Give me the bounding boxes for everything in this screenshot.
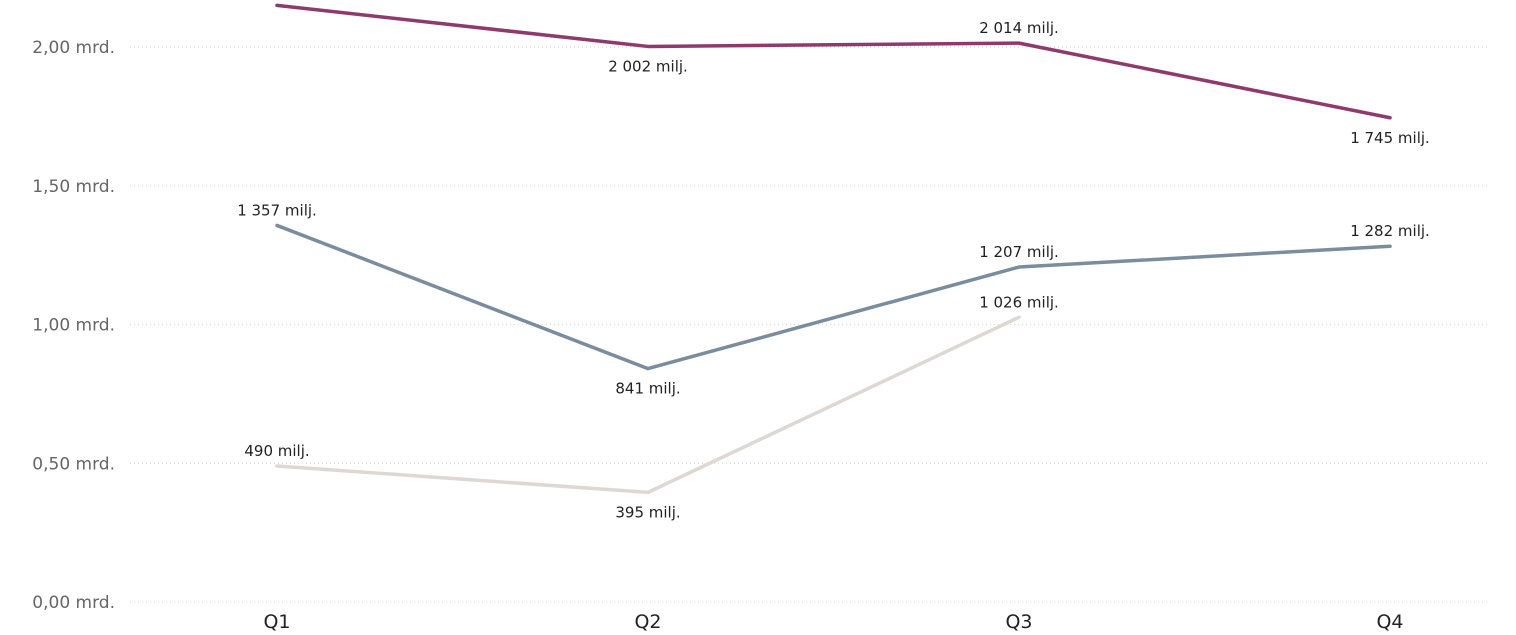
data-label: 1 357 milj.: [237, 201, 317, 219]
data-label: 2 014 milj.: [979, 19, 1059, 37]
data-labels: 2 150 milj.2 002 milj.2 014 milj.1 745 m…: [237, 19, 1430, 521]
data-label: 2 002 milj.: [608, 57, 688, 75]
series-line: [275, 315, 1021, 495]
data-label: 841 milj.: [615, 380, 680, 398]
x-tick-label: Q2: [634, 611, 661, 633]
series-line: [275, 3, 1392, 120]
series-group: [275, 3, 1392, 495]
y-tick-label: 1,50 mrd.: [32, 177, 115, 197]
data-label: 1 026 milj.: [979, 293, 1059, 311]
y-tick-label: 0,00 mrd.: [32, 593, 115, 613]
data-label: 395 milj.: [615, 503, 680, 521]
y-tick-label: 1,00 mrd.: [32, 316, 115, 336]
x-tick-label: Q1: [263, 611, 290, 633]
data-label: 1 745 milj.: [1350, 129, 1430, 147]
y-tick-label: 0,50 mrd.: [32, 454, 115, 474]
data-label: 1 282 milj.: [1350, 222, 1430, 240]
x-tick-label: Q4: [1376, 611, 1403, 633]
y-tick-label: 2,00 mrd.: [32, 38, 115, 58]
x-axis: Q1 Q2 Q3 Q4: [263, 611, 1403, 633]
series-line: [275, 223, 1392, 371]
y-grid: 0,00 mrd. 0,50 mrd. 1,00 mrd. 1,50 mrd. 2,00…: [32, 38, 1490, 613]
data-label: 490 milj.: [244, 442, 309, 460]
data-label: 1 207 milj.: [979, 243, 1059, 261]
x-tick-label: Q3: [1005, 611, 1032, 633]
